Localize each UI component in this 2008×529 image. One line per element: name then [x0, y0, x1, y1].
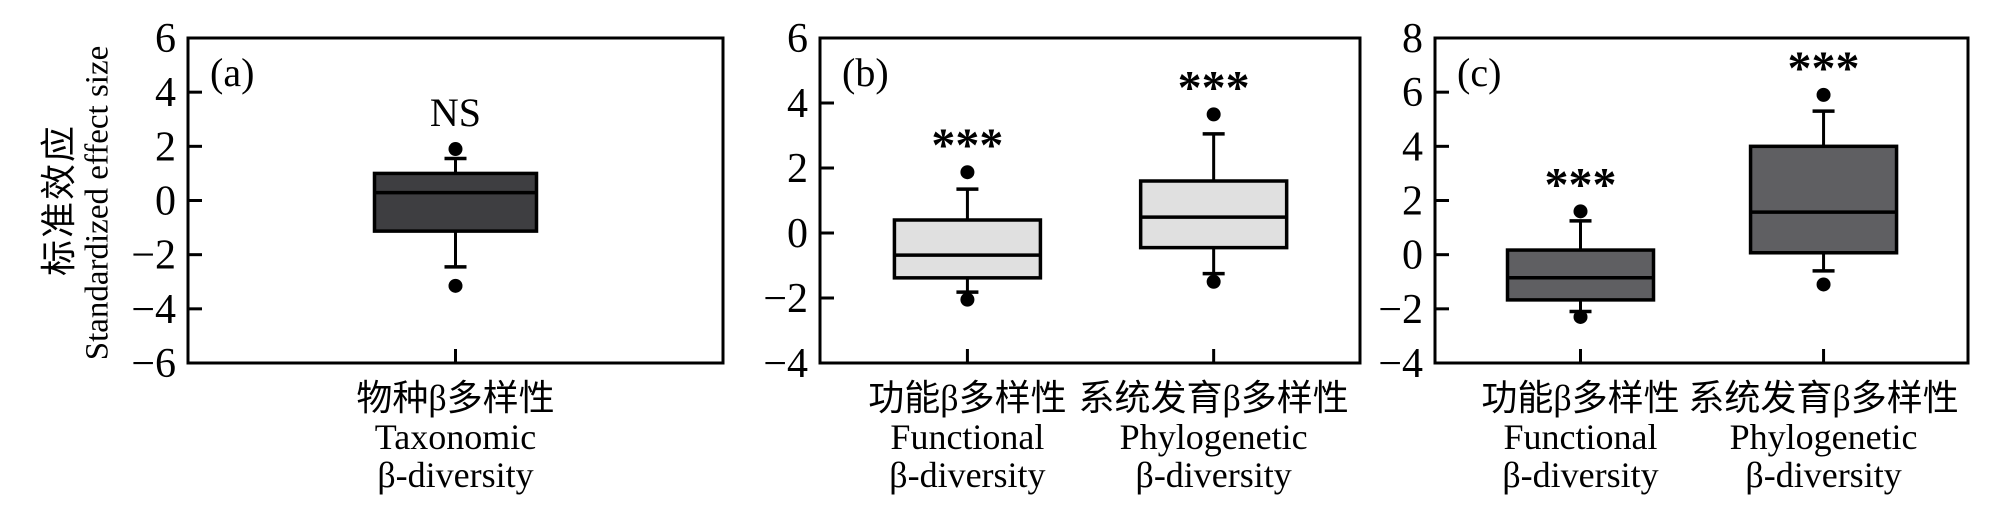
significance-label: ***	[1545, 158, 1617, 211]
category-label-en-line1: Taxonomic	[375, 417, 536, 457]
panel-a-plot: 6 4 2 0 −2 −4 −6 (a) NS 物种β多样性Taxonomicβ-diversit…	[131, 16, 725, 495]
outlier-point	[960, 292, 975, 307]
significance-label: NS	[430, 90, 481, 135]
significance-label: ***	[1178, 61, 1250, 114]
box-iqr	[1505, 248, 1656, 302]
y-tick-label: 4	[787, 81, 808, 127]
category-label-en-line2: β-diversity	[889, 455, 1045, 495]
category-label-cn: 功能β多样性	[1481, 378, 1679, 418]
outlier-point	[960, 165, 975, 180]
y-tick-label: 6	[787, 16, 808, 62]
panel-letter: (c)	[1457, 50, 1501, 95]
panel-b-plot: 6420−2−4(b)***功能β多样性Functionalβ-diversit…	[763, 16, 1362, 495]
significance-label: ***	[931, 119, 1003, 172]
y-tick-label: −2	[131, 233, 176, 279]
y-tick-label: −2	[1378, 287, 1423, 333]
category-label-cn: 物种β多样性	[356, 378, 554, 418]
y-tick-label: 0	[787, 211, 808, 257]
panel-b: 6 4 2 0 −2 −4 (b) *** 功能β多样性 Functional β-diversit…	[736, 0, 1368, 524]
category-label-en-line2: β-diversity	[1136, 455, 1292, 495]
category-label-en-line1: Functional	[1504, 417, 1658, 457]
category-label-cn: 系统发育β多样性	[1078, 378, 1348, 418]
outlier-point	[1816, 277, 1831, 292]
outlier-point	[1573, 309, 1588, 324]
outlier-point	[448, 278, 463, 293]
y-tick-label: 2	[787, 146, 808, 192]
y-tick-label: 2	[155, 124, 176, 170]
y-tick-label: 8	[1402, 16, 1423, 62]
plot-frame	[818, 36, 1362, 365]
panel-c-plot: 86420−2−4(c)***功能β多样性Functionalβ-diversi…	[1378, 16, 1970, 495]
outlier-point	[1816, 87, 1831, 102]
box-iqr	[1138, 179, 1289, 250]
box-iqr	[372, 171, 539, 233]
significance-label: ***	[1788, 42, 1860, 95]
y-tick-label: −4	[1378, 341, 1423, 387]
category-label-en-line2: β-diversity	[377, 455, 533, 495]
category-label-en-line2: β-diversity	[1502, 455, 1658, 495]
category-label-en-line1: Phylogenetic	[1730, 417, 1918, 457]
box-iqr	[892, 218, 1043, 280]
y-tick-label: 6	[1402, 70, 1423, 116]
panel-c: 8 6 4 2 0 −2 −4 (c) *** 功能β多样性 Functional β-diversi…	[1351, 0, 1976, 524]
panel-letter: (b)	[842, 50, 889, 95]
category-label-en-line2: β-diversity	[1745, 455, 1901, 495]
panel-letter: (a)	[210, 50, 254, 95]
y-tick-label: −2	[763, 276, 808, 322]
y-tick-label: −6	[131, 341, 176, 387]
outlier-point	[448, 142, 463, 157]
y-tick-label: 0	[155, 179, 176, 225]
y-tick-label: 0	[1402, 233, 1423, 279]
y-tick-label: 2	[1402, 179, 1423, 225]
outlier-point	[1206, 107, 1221, 122]
category-label-en-line1: Phylogenetic	[1120, 417, 1308, 457]
y-tick-label: 6	[155, 16, 176, 62]
category-label-cn: 系统发育β多样性	[1688, 378, 1958, 418]
box-iqr	[1748, 144, 1899, 255]
y-axis-title-cn: 标准效应	[39, 123, 79, 277]
y-tick-label: −4	[131, 287, 176, 333]
y-tick-label: 4	[155, 70, 176, 116]
category-label-en-line1: Functional	[890, 417, 1044, 457]
outlier-point	[1573, 204, 1588, 219]
panel-a: 6 4 2 0 −2 −4 −6 (a) NS 物种β多样性 Taxonomic β-diversit…	[104, 0, 731, 524]
y-tick-label: −4	[763, 341, 808, 387]
category-label-cn: 功能β多样性	[868, 378, 1066, 418]
y-tick-label: 4	[1402, 124, 1423, 170]
outlier-point	[1206, 274, 1221, 289]
